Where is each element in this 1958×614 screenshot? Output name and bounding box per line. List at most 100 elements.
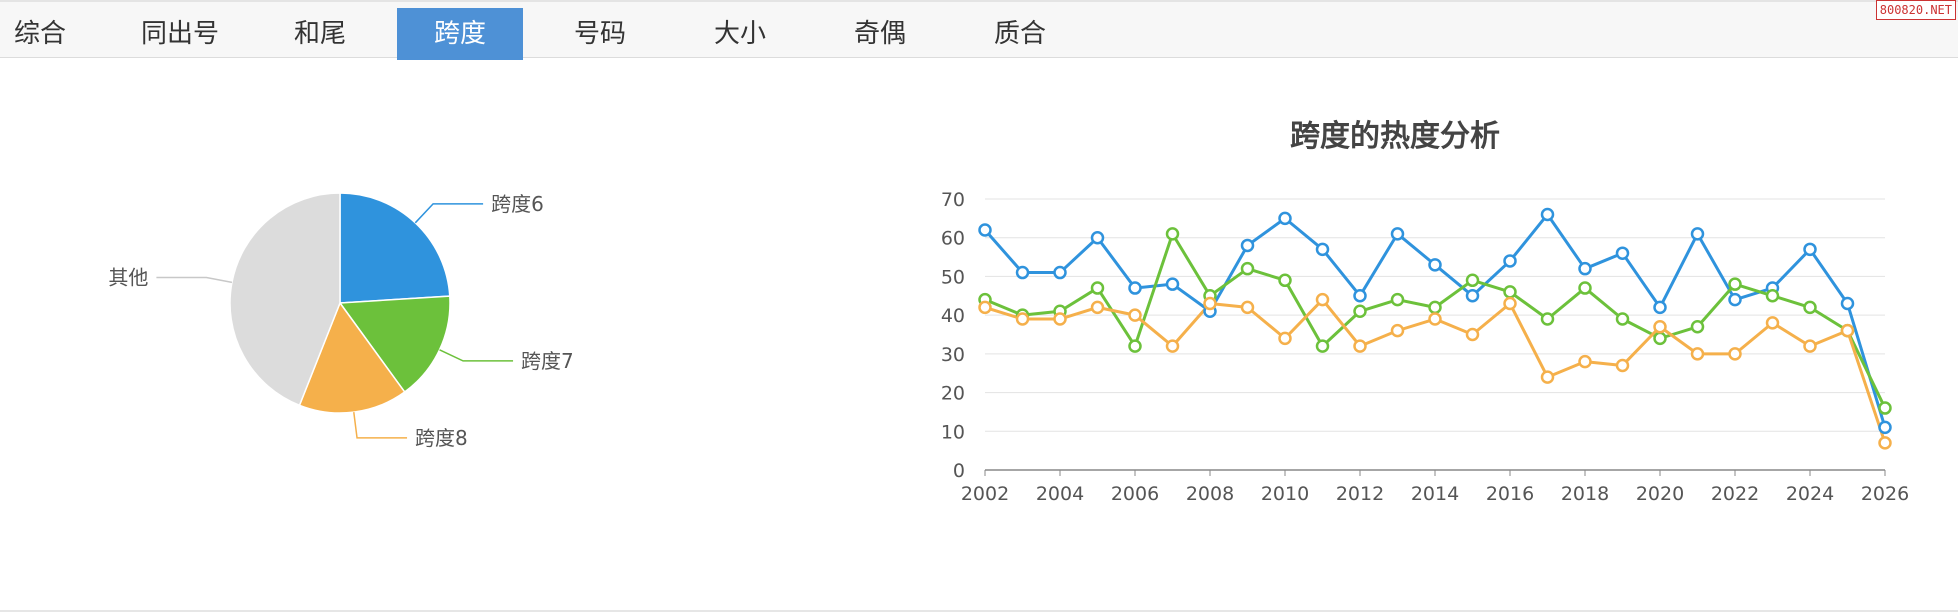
tab-jiou[interactable]: 奇偶 bbox=[853, 19, 906, 49]
data-point[interactable] bbox=[1578, 354, 1592, 369]
data-point[interactable] bbox=[1578, 281, 1592, 295]
x-tick-label: 2018 bbox=[1561, 483, 1609, 505]
x-tick-label: 2026 bbox=[1861, 483, 1909, 505]
tab-daxiao[interactable]: 大小 bbox=[713, 19, 766, 49]
y-tick-label: 60 bbox=[941, 228, 965, 250]
data-point[interactable] bbox=[1803, 300, 1817, 315]
data-point[interactable] bbox=[1728, 277, 1742, 291]
data-point[interactable] bbox=[1090, 230, 1105, 245]
data-point[interactable] bbox=[1240, 238, 1255, 253]
data-point[interactable] bbox=[1728, 347, 1742, 361]
data-point[interactable] bbox=[1840, 323, 1855, 338]
data-point[interactable] bbox=[1878, 401, 1892, 415]
data-point[interactable] bbox=[1015, 265, 1030, 280]
pie-label-line bbox=[439, 349, 514, 362]
data-point[interactable] bbox=[1315, 292, 1330, 307]
data-point[interactable] bbox=[1540, 207, 1555, 222]
data-point[interactable] bbox=[1653, 320, 1667, 334]
data-point[interactable] bbox=[1090, 300, 1105, 315]
data-point[interactable] bbox=[1465, 327, 1480, 342]
data-point[interactable] bbox=[1503, 296, 1517, 311]
y-tick-label: 50 bbox=[941, 266, 965, 288]
data-point[interactable] bbox=[1540, 370, 1555, 384]
data-point[interactable] bbox=[1728, 292, 1742, 307]
data-point[interactable] bbox=[1615, 312, 1630, 326]
tab-bar: 综合 同出号 和尾 跨度 号码 大小 奇偶 质合 bbox=[0, 0, 1958, 60]
pie-slice[interactable] bbox=[338, 295, 451, 394]
data-point[interactable] bbox=[1390, 292, 1405, 307]
data-point[interactable] bbox=[1803, 242, 1817, 257]
data-point[interactable] bbox=[1090, 281, 1105, 295]
data-point[interactable] bbox=[1240, 300, 1255, 315]
data-point[interactable] bbox=[1690, 227, 1705, 241]
data-point[interactable] bbox=[1615, 246, 1630, 260]
pie-slice[interactable] bbox=[298, 301, 406, 414]
data-point[interactable] bbox=[1353, 339, 1367, 353]
data-point[interactable] bbox=[1765, 316, 1780, 330]
data-point[interactable] bbox=[1053, 312, 1067, 326]
data-point[interactable] bbox=[1390, 323, 1405, 338]
tab-hewei[interactable]: 和尾 bbox=[293, 19, 346, 49]
data-point[interactable] bbox=[1353, 289, 1367, 303]
data-point[interactable] bbox=[1203, 296, 1217, 311]
pie-label: 跨度8 bbox=[415, 426, 468, 450]
pie-label: 其他 bbox=[108, 266, 148, 290]
data-point[interactable] bbox=[1278, 273, 1292, 288]
y-tick-label: 70 bbox=[941, 189, 965, 211]
data-point[interactable] bbox=[978, 300, 992, 315]
bottom-divider bbox=[0, 610, 1958, 612]
tab-haoma[interactable]: 号码 bbox=[573, 19, 626, 49]
data-point[interactable] bbox=[1503, 285, 1517, 299]
data-point[interactable] bbox=[1428, 258, 1442, 272]
pie-label-line bbox=[414, 203, 484, 224]
data-point[interactable] bbox=[978, 223, 992, 237]
data-point[interactable] bbox=[1540, 312, 1555, 326]
data-point[interactable] bbox=[1128, 308, 1142, 322]
data-point[interactable] bbox=[1015, 312, 1030, 326]
data-point[interactable] bbox=[1465, 273, 1480, 288]
tab-zonghe[interactable]: 综合 bbox=[13, 19, 66, 49]
data-point[interactable] bbox=[1128, 339, 1142, 353]
data-point[interactable] bbox=[1578, 261, 1592, 276]
data-point[interactable] bbox=[1053, 265, 1067, 280]
x-tick-label: 2014 bbox=[1411, 483, 1459, 505]
x-tick-label: 2020 bbox=[1636, 483, 1684, 505]
data-point[interactable] bbox=[1878, 420, 1892, 435]
pie-slice[interactable] bbox=[339, 192, 451, 304]
y-tick-label: 30 bbox=[941, 344, 965, 366]
data-point[interactable] bbox=[1428, 300, 1442, 315]
tab-zhihe[interactable]: 质合 bbox=[993, 19, 1046, 49]
y-tick-label: 0 bbox=[953, 460, 965, 482]
data-point[interactable] bbox=[1165, 227, 1180, 241]
tab-kuadu[interactable]: 跨度 bbox=[397, 8, 523, 60]
tab-tongchuhao[interactable]: 同出号 bbox=[140, 19, 219, 49]
pie-label-line bbox=[353, 412, 408, 439]
data-point[interactable] bbox=[1315, 339, 1330, 353]
data-point[interactable] bbox=[1278, 331, 1292, 346]
data-point[interactable] bbox=[1503, 254, 1517, 268]
data-point[interactable] bbox=[1315, 242, 1330, 257]
data-point[interactable] bbox=[1278, 211, 1292, 226]
pie-slice[interactable] bbox=[229, 192, 341, 407]
data-point[interactable] bbox=[1765, 289, 1780, 303]
data-point[interactable] bbox=[1653, 300, 1667, 315]
data-point[interactable] bbox=[1428, 312, 1442, 326]
data-point[interactable] bbox=[1465, 289, 1480, 303]
data-point[interactable] bbox=[1840, 296, 1855, 311]
line-chart: 跨度的热度分析 0 10 20 30 40 50 60 70 2002 2004 2006 2008 2… bbox=[941, 119, 1909, 505]
data-point[interactable] bbox=[1353, 304, 1367, 319]
data-point[interactable] bbox=[1165, 277, 1180, 291]
data-point[interactable] bbox=[1878, 436, 1892, 450]
data-point[interactable] bbox=[1803, 339, 1817, 353]
y-tick-label: 20 bbox=[941, 383, 965, 405]
data-point[interactable] bbox=[1390, 227, 1405, 241]
data-point[interactable] bbox=[1615, 358, 1630, 373]
data-point[interactable] bbox=[1128, 281, 1142, 295]
data-point[interactable] bbox=[1690, 320, 1705, 334]
x-tick-label: 2008 bbox=[1186, 483, 1234, 505]
data-point[interactable] bbox=[1690, 347, 1705, 361]
data-point[interactable] bbox=[1240, 261, 1255, 276]
data-point[interactable] bbox=[1165, 339, 1180, 353]
data-point[interactable] bbox=[1653, 331, 1667, 346]
x-tick-label: 2012 bbox=[1336, 483, 1384, 505]
